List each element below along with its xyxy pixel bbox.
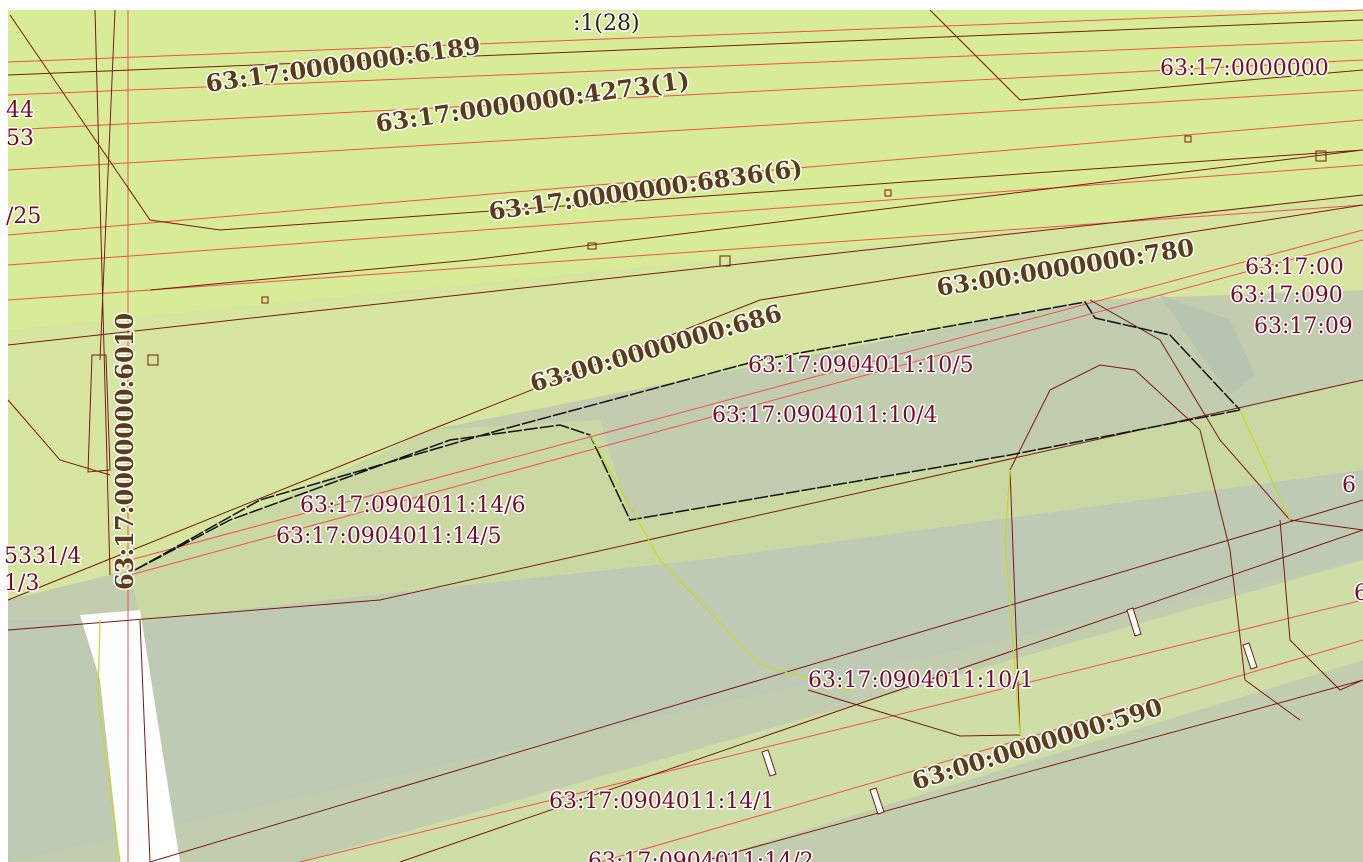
parcel-label: 63:17:0904011:10/5	[748, 353, 974, 378]
parcel-label: 63:17:0904011:10/4	[712, 403, 938, 428]
parcel-label: /25	[6, 204, 41, 229]
parcel-label: 63:17:0000000	[1160, 56, 1329, 81]
parcel-label: 63:17:0904011:14/1	[549, 789, 775, 814]
land-zone	[8, 470, 1363, 862]
white-gap	[87, 354, 111, 473]
land-zone	[1160, 295, 1255, 395]
parcel-label: 53	[6, 126, 34, 151]
parcel-label: 63:17:090	[1230, 283, 1343, 308]
boundary-lines	[7, 9, 1363, 862]
parcel-label: 63:17:0000000:6010	[110, 313, 139, 590]
parcel-label: :1(28)	[573, 11, 640, 36]
parcel-label: 63:17:0904011:14/2	[588, 849, 814, 862]
parcel-label: 44	[6, 98, 34, 123]
land-zone	[8, 195, 1363, 600]
road-strip	[300, 560, 1363, 862]
parcel-label: 63:17:0904011:10/1	[808, 668, 1034, 693]
parcel-label: 63:17:0904011:14/5	[276, 524, 502, 549]
white-gap	[80, 610, 180, 862]
parcel-label: 63:17:09	[1254, 314, 1353, 339]
land-zone	[130, 380, 1363, 620]
parcel-label: 63:17:0904011:14/6	[300, 493, 526, 518]
parcel-label: 1/3	[4, 571, 39, 596]
parcel-label: 5331/4	[4, 544, 81, 569]
parcel-label: 6	[1354, 581, 1363, 606]
parcel-label: 63:17:00	[1245, 255, 1344, 280]
parcel-label: 6	[1342, 473, 1356, 498]
